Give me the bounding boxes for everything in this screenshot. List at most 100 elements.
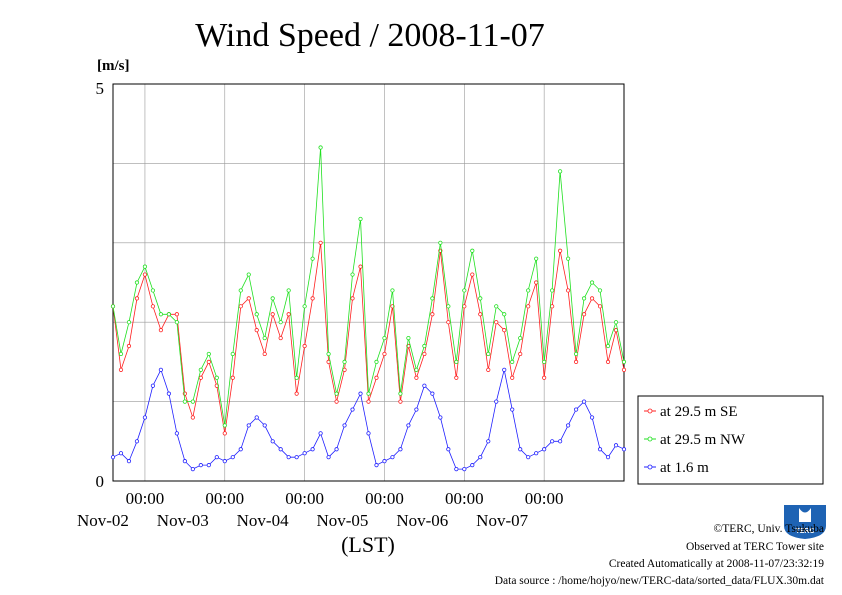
data-point [534,451,539,456]
data-point [342,423,347,428]
data-point [238,288,243,293]
data-point [454,359,459,364]
series-2 [110,145,627,428]
chart-title: Wind Speed / 2008-11-07 [195,17,545,54]
data-point [238,304,243,309]
data-point [470,248,475,253]
data-point [190,399,195,404]
data-point [414,375,419,380]
x-tick-date-label: Nov-06 [396,511,448,530]
data-point [502,312,507,317]
data-point [446,304,451,309]
data-point [462,304,467,309]
data-point [446,447,451,452]
data-point [542,447,547,452]
series-3 [110,367,627,472]
y-tick-label-min: 0 [96,472,105,491]
data-point [558,439,563,444]
data-point [262,351,267,357]
series-layer [110,145,627,472]
data-point [621,367,627,372]
data-point [534,280,539,285]
data-point [542,359,547,364]
data-point [326,351,331,357]
data-point [518,335,523,341]
data-point [446,320,451,325]
data-point [566,256,571,261]
data-point [390,455,395,460]
data-point [302,451,307,456]
data-point [526,455,531,460]
data-point [174,320,179,325]
data-point [222,431,227,436]
legend-label: at 29.5 m SE [660,404,738,420]
data-point [142,415,148,420]
data-point [166,391,171,396]
data-point [230,375,235,380]
data-point [366,431,371,436]
data-point [214,455,219,460]
data-point [605,359,611,364]
data-point [158,367,164,372]
data-point [182,459,187,464]
x-tick-time-label: 00:00 [126,489,165,508]
data-point [510,407,515,412]
data-point [118,367,124,372]
data-point [494,320,499,325]
data-point [246,296,251,301]
data-point [430,296,435,301]
data-point [222,459,227,464]
data-point [486,439,491,444]
data-point [334,391,339,396]
data-point [126,320,132,325]
data-point [382,335,387,341]
data-point [214,375,219,380]
legend-marker [647,408,653,414]
data-point [206,463,211,468]
data-point [470,463,475,468]
data-point [597,304,603,309]
data-point [270,296,275,301]
data-point [350,272,355,277]
data-point [294,375,299,380]
data-point [198,367,203,372]
series-line [112,368,625,470]
data-point [550,304,555,309]
data-point [310,447,315,452]
data-point [150,304,156,309]
data-point [518,447,523,452]
data-point [286,288,291,293]
data-point [342,359,347,364]
credit-observed: Observed at TERC Tower site [686,541,824,553]
data-point [358,216,363,222]
data-point [462,466,467,472]
data-point [254,415,259,420]
data-point [310,256,315,261]
data-point [294,455,299,460]
data-point [542,375,547,380]
legend-item: at 1.6 m [644,460,709,476]
data-point [526,304,531,309]
data-point [222,423,227,428]
data-point [158,328,164,333]
legend-label: at 29.5 m NW [660,432,746,448]
data-point [589,280,595,285]
x-tick-date-label: Nov-03 [157,511,209,530]
data-point [414,407,419,412]
series-line [112,147,625,426]
data-point [589,296,595,301]
legend-box [637,395,824,485]
data-point [350,296,355,301]
data-point [358,264,363,269]
x-tick-time-label: 00:00 [205,489,244,508]
data-point [246,272,251,277]
data-point [318,240,323,245]
data-point [390,288,395,293]
data-point [422,383,427,388]
data-point [581,312,587,317]
data-point [110,304,116,309]
data-point [342,367,347,372]
data-point [406,335,411,341]
data-point [366,399,371,404]
